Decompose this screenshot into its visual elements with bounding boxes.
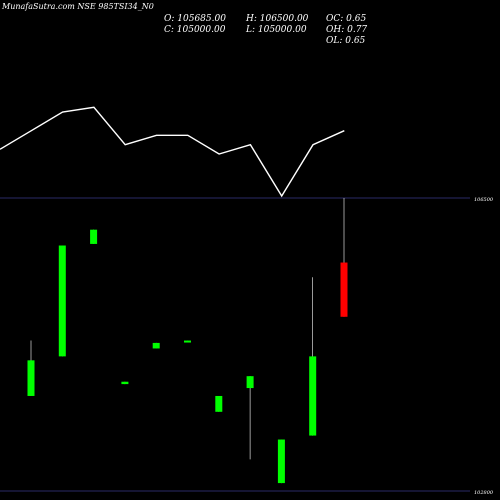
candle <box>58 245 66 357</box>
candle <box>184 340 191 343</box>
candle-body <box>309 356 317 436</box>
ohlc-high-low: H: 106500.00 L: 105000.00 <box>246 14 308 36</box>
candle-body <box>215 395 223 412</box>
candle-body <box>277 439 285 484</box>
candle-body <box>184 340 191 343</box>
candle-body <box>152 342 160 349</box>
candle <box>90 229 98 244</box>
candle <box>277 439 285 484</box>
candle <box>152 342 160 349</box>
oc-ratio: OC: 0.65 <box>326 14 367 24</box>
chart-title: MunafaSutra.com NSE 985TSI34_N0 <box>2 2 154 11</box>
candle-body <box>121 381 129 385</box>
oh-ratio: OH: 0.77 <box>326 25 368 35</box>
indicator-line <box>0 106 345 198</box>
candle <box>215 395 223 412</box>
close-value: C: 105000.00 <box>164 25 226 35</box>
candle <box>27 340 35 396</box>
candle <box>246 376 254 460</box>
candle <box>121 381 129 385</box>
open-value: O: 105685.00 <box>164 14 226 24</box>
candle-body <box>27 360 35 396</box>
ohlc-ratios: OC: 0.65 OH: 0.77 OL: 0.65 <box>326 14 367 47</box>
candle-body <box>90 229 98 244</box>
ohlc-open-close: O: 105685.00 C: 105000.00 <box>164 14 226 36</box>
candle-body <box>58 245 66 357</box>
ol-ratio: OL: 0.65 <box>326 36 366 46</box>
low-value: L: 105000.00 <box>246 25 307 35</box>
candle-body <box>246 376 254 389</box>
candle-body <box>340 262 348 317</box>
high-value: H: 106500.00 <box>246 14 309 24</box>
price-axis-top-label: 106500 <box>474 197 494 203</box>
price-axis-bottom-label: 102800 <box>474 490 494 496</box>
candle <box>340 198 348 317</box>
candle <box>309 277 317 436</box>
